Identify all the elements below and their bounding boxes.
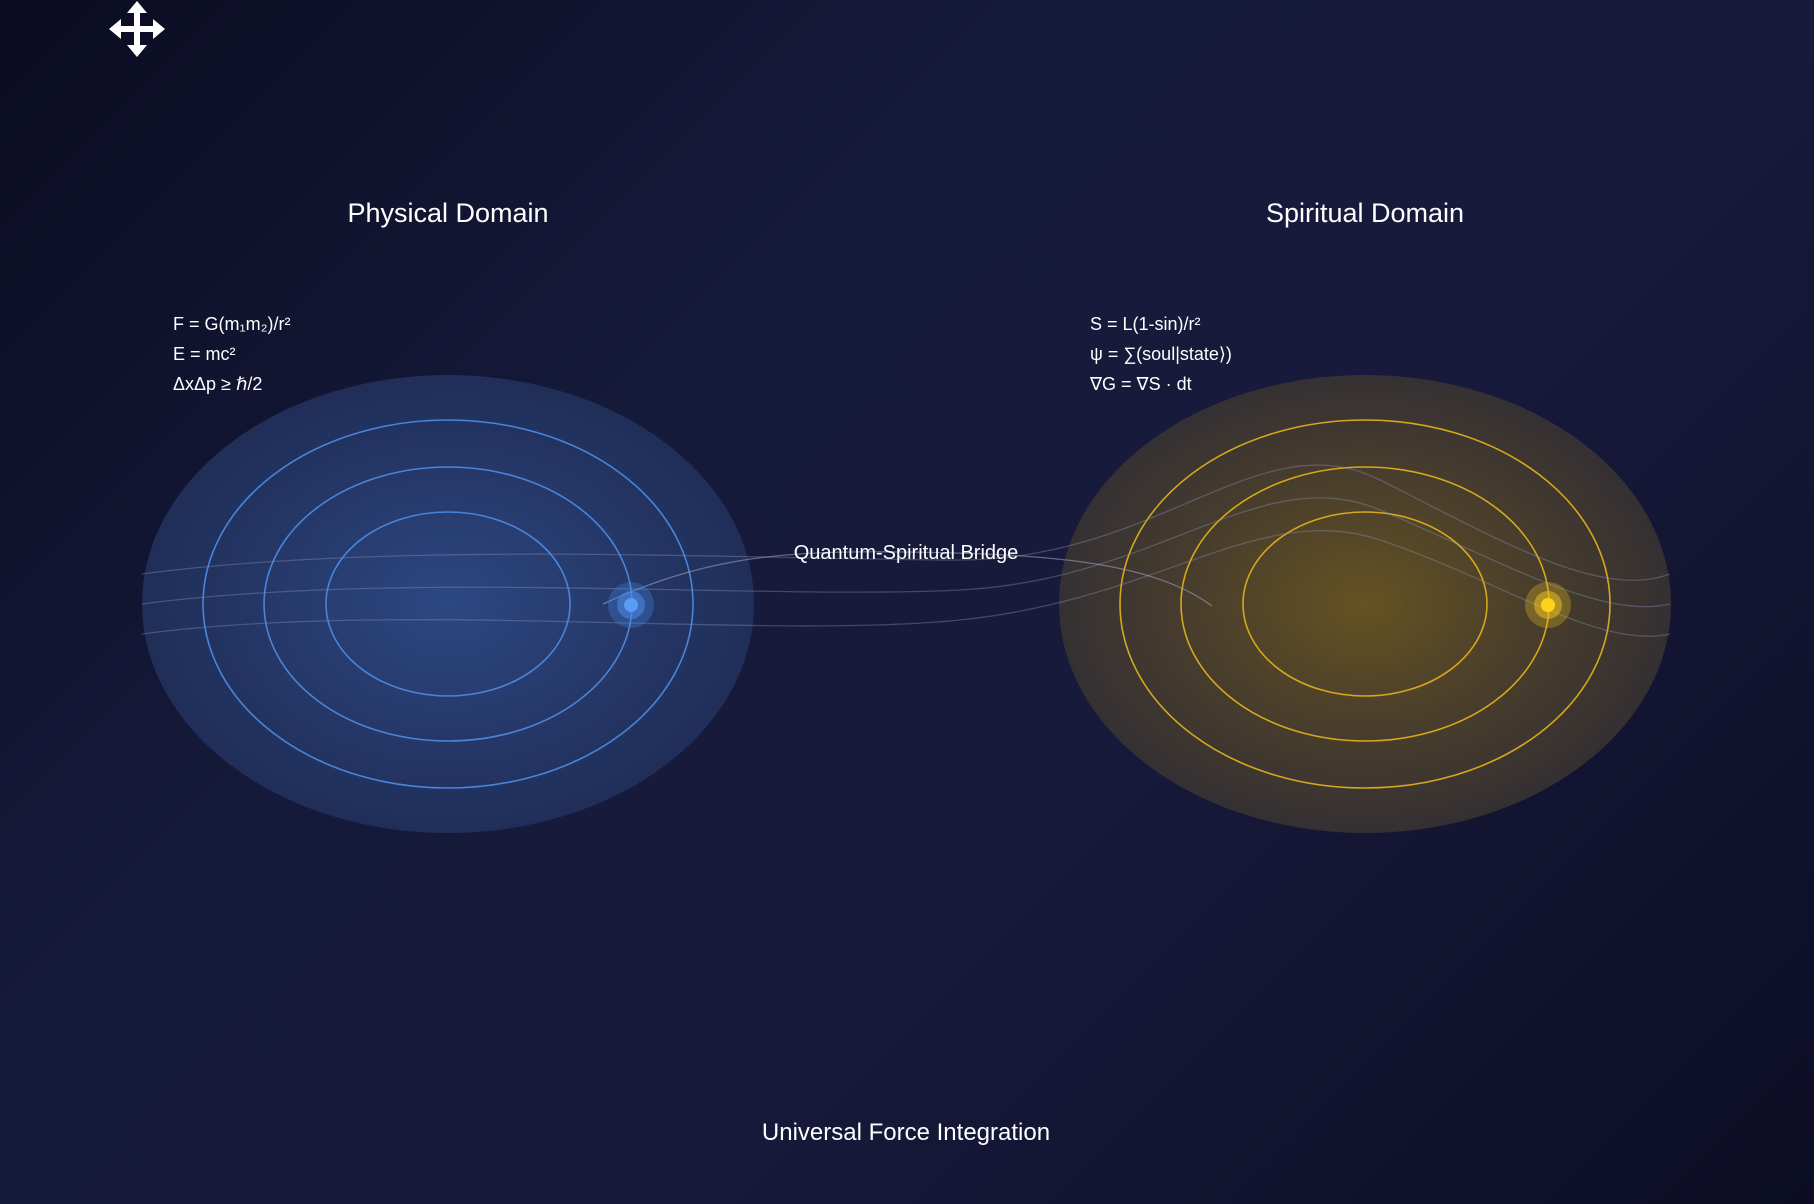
physical-equations: F = G(m₁m₂)/r² E = mc² ΔxΔp ≥ ℏ/2 bbox=[173, 314, 291, 394]
spiritual-particle bbox=[1525, 582, 1571, 628]
bridge-curve bbox=[602, 551, 1213, 607]
physical-equation: E = mc² bbox=[173, 344, 236, 364]
spiritual-equation: ψ = ∑(soul|state⟩) bbox=[1090, 344, 1232, 364]
physical-orbit-inner bbox=[325, 511, 571, 697]
move-icon[interactable] bbox=[108, 0, 166, 58]
spiritual-domain-title: Spiritual Domain bbox=[1266, 198, 1464, 228]
physical-particle bbox=[608, 582, 654, 628]
footer-title: Universal Force Integration bbox=[762, 1119, 1050, 1146]
physical-equation: F = G(m₁m₂)/r² bbox=[173, 314, 291, 334]
spiritual-domain bbox=[1059, 375, 1671, 833]
physical-field bbox=[142, 375, 754, 833]
physical-domain bbox=[142, 375, 754, 833]
flow-line-3 bbox=[141, 530, 1671, 637]
physical-domain-title: Physical Domain bbox=[347, 198, 548, 228]
bridge-label: Quantum-Spiritual Bridge bbox=[794, 542, 1019, 564]
spiritual-orbit-inner bbox=[1242, 511, 1488, 697]
physical-orbit-outer bbox=[202, 419, 694, 789]
spiritual-field bbox=[1059, 375, 1671, 833]
flow-line-1 bbox=[141, 464, 1671, 581]
spiritual-equation: ∇G = ∇S · dt bbox=[1089, 374, 1192, 394]
physical-equation: ΔxΔp ≥ ℏ/2 bbox=[173, 374, 262, 394]
spiritual-equation: S = L(1-sin)/r² bbox=[1090, 314, 1201, 334]
spiritual-orbit-outer bbox=[1119, 419, 1611, 789]
spiritual-equations: S = L(1-sin)/r² ψ = ∑(soul|state⟩) ∇G = … bbox=[1089, 314, 1232, 394]
